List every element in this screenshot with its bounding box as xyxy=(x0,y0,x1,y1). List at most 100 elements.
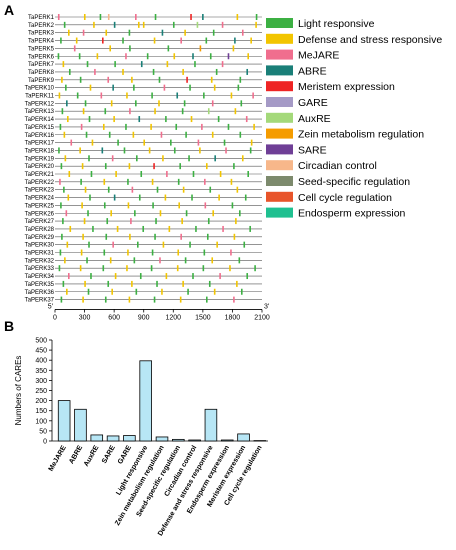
panel-label-b: B xyxy=(4,318,15,334)
cis-element-mark xyxy=(66,100,68,107)
cis-element-mark xyxy=(129,45,131,52)
cis-element-mark xyxy=(212,210,215,217)
cis-element-mark xyxy=(241,155,244,162)
cis-element-mark xyxy=(122,68,124,75)
legend-label: Light responsive xyxy=(298,18,375,30)
cis-element-mark xyxy=(113,116,115,123)
gene-label: TaPERK15 xyxy=(25,125,55,131)
cis-element-mark xyxy=(187,288,189,295)
cis-element-mark xyxy=(192,273,194,280)
cis-element-mark xyxy=(188,155,190,162)
cis-element-mark xyxy=(113,21,116,28)
cis-element-mark xyxy=(84,280,86,287)
cis-element-mark xyxy=(211,131,214,138)
gene-label: TaPERK6 xyxy=(28,54,55,60)
x-tick-label: 1200 xyxy=(165,314,181,320)
cis-element-mark xyxy=(249,225,251,232)
cis-element-mark xyxy=(166,61,169,68)
cis-element-mark xyxy=(154,14,157,20)
gene-label: TaPERK12 xyxy=(25,101,55,107)
cis-element-mark xyxy=(181,218,183,225)
gene-label: TaPERK28 xyxy=(25,227,55,233)
legend-label: AuxRE xyxy=(298,113,331,125)
cis-element-mark xyxy=(225,147,227,154)
cis-element-mark xyxy=(86,61,89,68)
cis-element-mark xyxy=(210,76,213,83)
cis-element-mark xyxy=(127,249,129,256)
cis-element-mark xyxy=(189,241,191,248)
cis-element-mark xyxy=(81,163,84,170)
cis-element-mark xyxy=(255,21,257,28)
cis-element-mark xyxy=(192,171,195,177)
cis-element-mark xyxy=(107,14,110,20)
cis-element-mark xyxy=(209,53,212,60)
cis-element-mark xyxy=(142,21,145,28)
cis-element-mark xyxy=(123,147,126,154)
cis-element-mark xyxy=(231,202,234,209)
cis-element-mark xyxy=(99,14,102,20)
cis-element-mark xyxy=(213,288,216,295)
x-tick-label: MeJARE xyxy=(48,444,68,472)
gene-label: TaPERK34 xyxy=(25,274,55,280)
cis-element-mark xyxy=(93,21,95,28)
cis-element-mark xyxy=(183,100,186,107)
legend-label: Defense and stress responsive xyxy=(298,34,442,46)
gene-label: TaPERK19 xyxy=(25,156,55,162)
three-prime-label: 3' xyxy=(264,303,269,310)
cis-element-mark xyxy=(233,296,235,303)
cis-element-mark xyxy=(88,241,90,248)
cis-element-mark xyxy=(154,108,156,115)
y-tick-label: 0 xyxy=(43,439,47,446)
cis-element-mark xyxy=(84,100,87,107)
cis-element-mark xyxy=(162,155,164,162)
cis-element-mark xyxy=(240,100,243,107)
cis-element-mark xyxy=(66,288,68,295)
bar xyxy=(139,360,152,442)
cis-element-mark xyxy=(161,288,163,295)
cis-element-mark xyxy=(199,147,201,154)
cis-element-mark xyxy=(62,280,65,287)
cis-element-mark xyxy=(168,225,171,232)
bar xyxy=(90,434,104,442)
gene-label: TaPERK32 xyxy=(25,258,55,264)
gene-label: TaPERK11 xyxy=(25,94,55,100)
cis-element-mark xyxy=(148,147,151,154)
cis-element-mark xyxy=(57,53,60,60)
cis-element-mark xyxy=(78,53,81,60)
cis-element-mark xyxy=(230,249,232,256)
cis-element-mark xyxy=(139,273,142,280)
cis-element-mark xyxy=(204,202,207,209)
cis-element-mark xyxy=(105,233,108,240)
cis-element-mark xyxy=(96,53,99,60)
x-tick-label: ABRE xyxy=(68,444,84,465)
cis-element-mark xyxy=(140,61,143,68)
cis-element-mark xyxy=(185,210,188,217)
cis-element-mark xyxy=(203,92,205,99)
cis-element-mark xyxy=(60,163,63,170)
y-axis-label: Numbers of CAREs xyxy=(14,356,23,426)
cis-element-mark xyxy=(219,273,221,280)
y-tick-label: 150 xyxy=(35,408,47,415)
cis-element-mark xyxy=(209,186,212,193)
cis-element-mark xyxy=(75,37,78,44)
legend-label: Endosperm expression xyxy=(298,208,406,220)
cis-element-mark xyxy=(240,288,243,295)
cis-element-mark xyxy=(101,147,104,154)
cis-element-mark xyxy=(250,37,252,44)
cis-element-mark xyxy=(218,194,220,201)
cis-element-mark xyxy=(233,163,235,170)
cis-element-mark xyxy=(83,14,86,20)
cis-element-mark xyxy=(68,29,70,36)
cis-element-mark xyxy=(206,163,208,170)
gene-label: TaPERK25 xyxy=(25,203,55,209)
gene-label: TaPERK16 xyxy=(25,133,55,139)
bar xyxy=(237,433,250,442)
cis-element-mark xyxy=(135,288,138,295)
cis-element-mark xyxy=(103,202,106,209)
cis-element-mark xyxy=(87,210,89,217)
cis-element-mark xyxy=(133,257,136,264)
legend-swatch xyxy=(266,128,293,139)
cis-element-mark xyxy=(68,68,71,75)
cis-element-mark xyxy=(181,108,184,115)
cis-element-mark xyxy=(91,139,94,146)
